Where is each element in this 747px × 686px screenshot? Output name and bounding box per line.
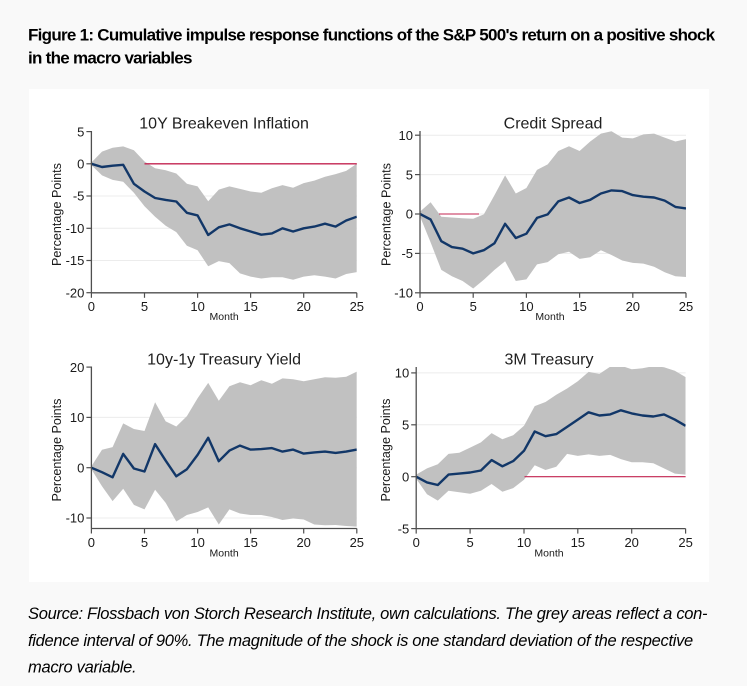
svg-text:Source: Flossbach von Storch R: Source: Flossbach von Storch Research In… (28, 605, 708, 623)
svg-text:Month: Month (210, 311, 239, 323)
svg-text:5: 5 (402, 418, 409, 433)
svg-text:15: 15 (572, 299, 586, 314)
svg-text:5: 5 (141, 535, 148, 550)
svg-text:-10: -10 (394, 286, 413, 301)
svg-text:-5: -5 (73, 189, 85, 204)
svg-text:0: 0 (77, 157, 84, 172)
svg-text:10: 10 (70, 410, 84, 425)
svg-text:in the macro variables: in the macro variables (28, 48, 192, 67)
svg-text:0: 0 (406, 207, 413, 222)
svg-text:20: 20 (296, 535, 310, 550)
svg-text:0: 0 (416, 299, 423, 314)
svg-text:10Y Breakeven Inflation: 10Y Breakeven Inflation (139, 115, 309, 132)
svg-text:10: 10 (190, 299, 204, 314)
svg-text:20: 20 (296, 299, 310, 314)
svg-text:macro variable.: macro variable. (28, 658, 136, 676)
svg-text:-5: -5 (401, 246, 413, 261)
svg-text:Percentage Points: Percentage Points (50, 399, 64, 502)
svg-text:Percentage Points: Percentage Points (379, 399, 393, 502)
svg-text:-10: -10 (66, 511, 85, 526)
svg-text:15: 15 (571, 535, 585, 550)
svg-text:25: 25 (350, 299, 364, 314)
svg-text:Figure 1: Cumulative impulse r: Figure 1: Cumulative impulse response fu… (28, 25, 716, 44)
svg-text:5: 5 (466, 535, 473, 550)
svg-text:Percentage Points: Percentage Points (50, 163, 64, 266)
svg-text:3M Treasury: 3M Treasury (505, 351, 594, 368)
svg-text:0: 0 (413, 535, 420, 550)
svg-text:20: 20 (70, 360, 84, 375)
svg-text:15: 15 (243, 535, 257, 550)
svg-text:-15: -15 (66, 253, 85, 268)
svg-text:Month: Month (534, 548, 563, 560)
svg-text:5: 5 (406, 167, 413, 182)
svg-text:0: 0 (88, 535, 95, 550)
svg-text:20: 20 (624, 535, 638, 550)
svg-text:10: 10 (399, 128, 413, 143)
svg-text:-20: -20 (66, 285, 85, 300)
svg-text:5: 5 (141, 299, 148, 314)
svg-text:Credit Spread: Credit Spread (504, 115, 603, 132)
svg-text:Month: Month (210, 548, 239, 560)
svg-text:20: 20 (626, 299, 640, 314)
svg-text:Percentage Points: Percentage Points (380, 163, 394, 266)
svg-text:10: 10 (519, 299, 533, 314)
svg-text:-10: -10 (66, 221, 85, 236)
svg-text:Month: Month (535, 311, 564, 323)
svg-text:5: 5 (77, 124, 84, 139)
svg-text:10: 10 (190, 535, 204, 550)
svg-text:25: 25 (350, 535, 364, 550)
svg-text:10: 10 (395, 366, 409, 381)
svg-text:25: 25 (678, 535, 692, 550)
svg-text:-5: -5 (398, 521, 410, 536)
svg-text:5: 5 (470, 299, 477, 314)
svg-text:10y-1y Treasury Yield: 10y-1y Treasury Yield (147, 351, 301, 368)
svg-text:15: 15 (243, 299, 257, 314)
svg-text:10: 10 (517, 535, 531, 550)
svg-text:0: 0 (77, 460, 84, 475)
svg-text:0: 0 (402, 469, 409, 484)
svg-text:0: 0 (88, 299, 95, 314)
svg-text:fidence interval of 90%. The m: fidence interval of 90%. The magnitude o… (28, 632, 693, 650)
svg-text:25: 25 (679, 299, 693, 314)
